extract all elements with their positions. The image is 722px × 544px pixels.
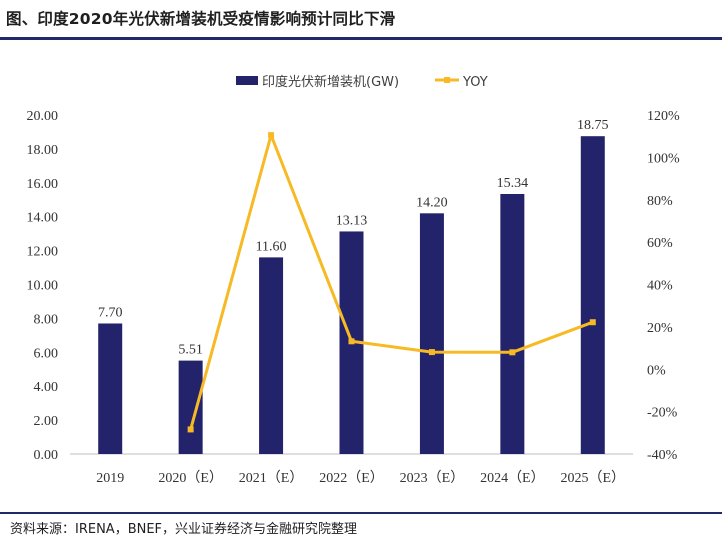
right-tick-label: -20% [647,406,678,421]
legend-label-bar: 印度光伏新增装机(GW) [262,74,399,90]
right-tick-label: 80% [647,194,673,209]
title-divider [0,37,722,40]
x-axis: 2019 2020（E） 2021（E） 2022（E） 2023（E） 2024（E） 2… [96,470,625,486]
bar-value-label: 5.51 [178,343,203,358]
footer-divider [0,512,722,514]
x-tick-label: 2022（E） [319,470,384,486]
left-tick-label: 10.00 [27,279,59,294]
left-tick-label: 18.00 [27,143,59,158]
legend-swatch-marker [444,77,450,83]
chart: 印度光伏新增装机(GW) YOY 0.00 2.00 4.00 6.00 8.00 10.… [27,74,681,486]
right-tick-label: 40% [647,279,673,294]
left-tick-label: 2.00 [34,414,59,429]
left-tick-label: 20.00 [27,109,59,124]
x-tick-label: 2020（E） [158,470,223,486]
x-tick-label: 2021（E） [239,470,304,486]
x-tick-label: 2025（E） [561,470,626,486]
right-tick-label: 60% [647,236,673,251]
yoy-marker [348,338,355,345]
bar-value-label: 15.34 [497,176,529,191]
bar-value-label: 14.20 [416,195,448,210]
left-tick-label: 14.00 [27,211,59,226]
x-tick-label: 2023（E） [400,470,465,486]
bar [259,257,284,454]
left-tick-label: 16.00 [27,177,59,192]
bar [419,213,444,454]
line-series [187,132,596,433]
left-tick-label: 4.00 [34,380,59,395]
legend: 印度光伏新增装机(GW) YOY [236,74,488,90]
yoy-line [189,133,594,430]
bar-labels: 7.70 5.51 11.60 13.13 14.20 15.34 18.75 [98,118,609,357]
bar-value-label: 13.13 [336,213,368,228]
right-tick-label: 0% [647,363,666,378]
left-tick-label: 0.00 [34,448,59,463]
left-axis: 0.00 2.00 4.00 6.00 8.00 10.00 12.00 14.00 16.00… [27,109,59,463]
right-tick-label: 20% [647,321,673,336]
left-tick-label: 8.00 [34,312,59,327]
source-note: 资料来源：IRENA，BNEF，兴业证券经济与金融研究院整理 [10,522,358,537]
right-axis: -40% -20% 0% 20% 40% 60% 80% 100% 120% [647,109,680,463]
bar-value-label: 11.60 [256,239,287,254]
left-tick-label: 12.00 [27,245,59,260]
x-tick-label: 2019 [96,471,124,486]
bar [580,136,605,454]
bar-series [98,136,605,454]
yoy-marker [187,426,194,433]
bar-value-label: 7.70 [98,305,123,320]
legend-label-line: YOY [462,75,488,90]
right-tick-label: -40% [647,448,678,463]
yoy-marker [509,349,516,356]
legend-swatch-bar [236,76,258,85]
title-bar: 图、印度2020年光伏新增装机受疫情影响预计同比下滑 [0,0,722,38]
yoy-marker [268,132,275,139]
yoy-marker [428,349,435,356]
yoy-marker [589,319,596,326]
page-title: 图、印度2020年光伏新增装机受疫情影响预计同比下滑 [6,10,396,28]
left-tick-label: 6.00 [34,346,59,361]
right-tick-label: 100% [647,151,680,166]
bar [98,323,123,454]
bar-value-label: 18.75 [577,118,609,133]
bar [500,193,525,454]
right-tick-label: 120% [647,109,680,124]
x-tick-label: 2024（E） [480,470,545,486]
bar [178,360,203,454]
